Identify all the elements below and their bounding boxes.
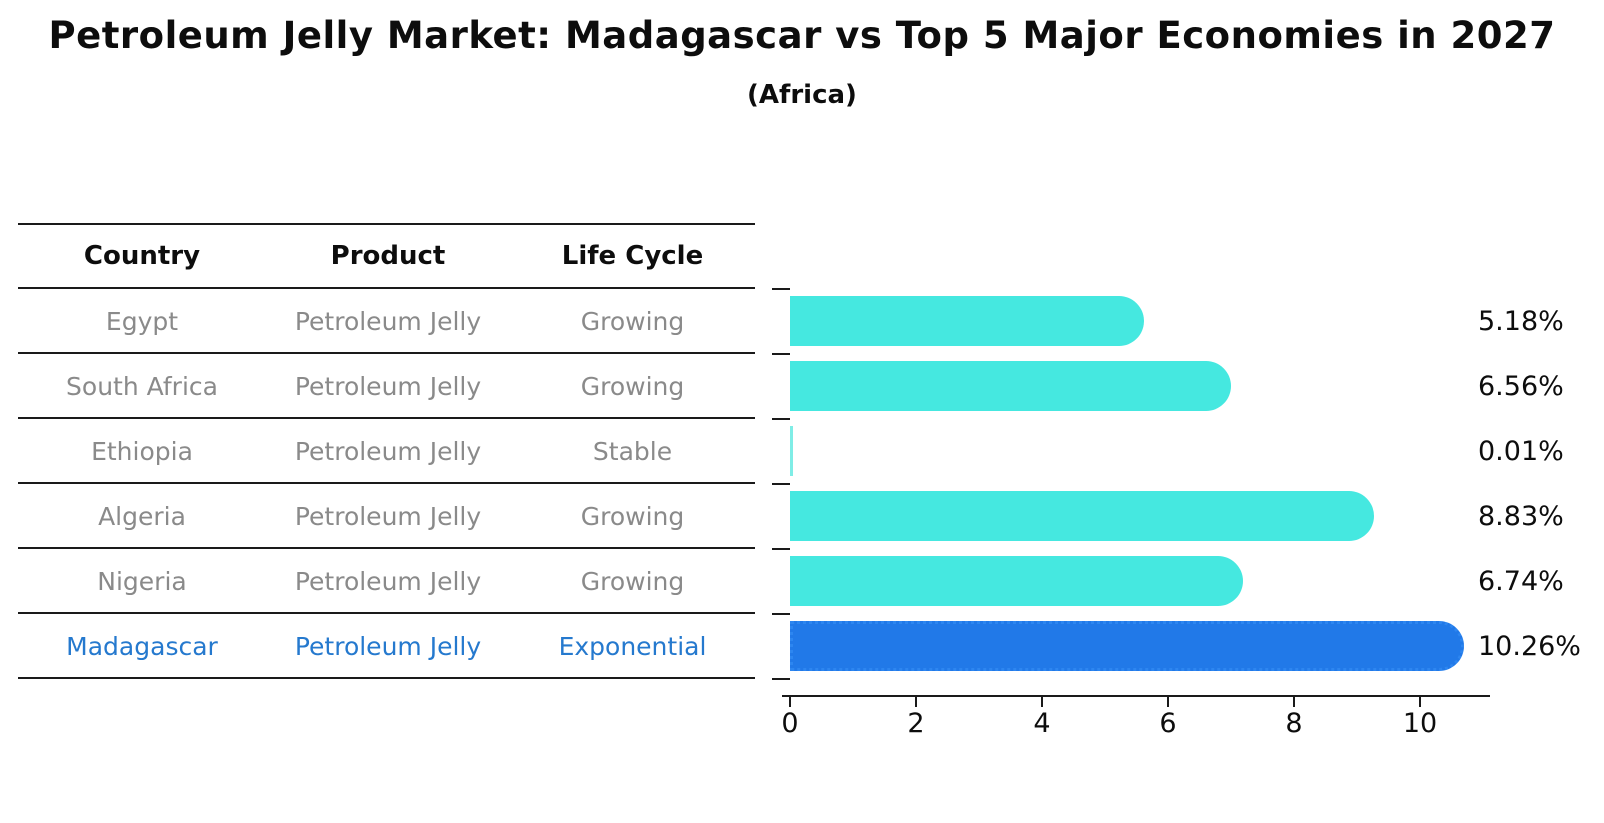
cell-country: Ethiopia: [91, 437, 193, 466]
table-rule: [18, 287, 755, 289]
cell-product: Petroleum Jelly: [294, 567, 482, 596]
bar-row-ethiopia: 0.01%: [790, 419, 1604, 484]
value-label-egypt: 5.18%: [1478, 306, 1564, 337]
y-axis-tick: [772, 678, 790, 680]
country-table: Country Product Life Cycle Egypt Petrole…: [18, 223, 755, 679]
table-rule: [18, 352, 755, 354]
x-tick-label-10: 10: [1402, 708, 1438, 739]
table-row-south-africa: South Africa Petroleum Jelly Growing: [18, 354, 755, 419]
bar-madagascar: [790, 621, 1464, 671]
x-tick-label-0: 0: [781, 708, 799, 739]
table-rule: [18, 547, 755, 549]
cell-product: Petroleum Jelly: [294, 307, 482, 336]
x-axis-tick: [1419, 697, 1421, 707]
cell-country: Madagascar: [66, 632, 218, 661]
cell-product: Petroleum Jelly: [294, 437, 482, 466]
table-row-egypt: Egypt Petroleum Jelly Growing: [18, 289, 755, 354]
cell-life-cycle: Growing: [580, 502, 685, 531]
table-rule: [18, 417, 755, 419]
bar-row-nigeria: 6.74%: [790, 549, 1604, 614]
x-axis-tick: [1041, 697, 1043, 707]
header-product: Product: [330, 241, 446, 271]
x-tick-label-4: 4: [1033, 708, 1051, 739]
bar-algeria: [790, 491, 1374, 541]
x-tick-label-2: 2: [907, 708, 925, 739]
cell-country: Egypt: [105, 307, 179, 336]
bar-row-madagascar: 10.26%: [790, 614, 1604, 679]
cell-country: Algeria: [98, 502, 186, 531]
cell-life-cycle: Exponential: [558, 632, 707, 661]
cell-product: Petroleum Jelly: [294, 502, 482, 531]
table-rule: [18, 223, 755, 225]
cell-product: Petroleum Jelly: [294, 372, 482, 401]
value-label-ethiopia: 0.01%: [1478, 436, 1564, 467]
cell-country: South Africa: [66, 372, 218, 401]
table-row-madagascar: Madagascar Petroleum Jelly Exponential: [18, 614, 755, 679]
x-axis-tick: [1167, 697, 1169, 707]
x-tick-label-6: 6: [1159, 708, 1177, 739]
y-axis-tick: [772, 353, 790, 355]
cell-country: Nigeria: [97, 567, 187, 596]
bar-ethiopia: [790, 426, 793, 476]
bar-row-south-africa: 6.56%: [790, 354, 1604, 419]
chart-title: Petroleum Jelly Market: Madagascar vs To…: [48, 14, 1556, 57]
value-label-nigeria: 6.74%: [1478, 566, 1564, 597]
y-axis-tick: [772, 418, 790, 420]
x-tick-label-8: 8: [1285, 708, 1303, 739]
value-label-algeria: 8.83%: [1478, 501, 1564, 532]
bar-chart: 5.18% 6.56% 0.01% 8.83% 6.74% 10.26%: [790, 289, 1604, 679]
table-rule: [18, 677, 755, 679]
cell-life-cycle: Growing: [580, 567, 685, 596]
bar-nigeria: [790, 556, 1243, 606]
x-axis-tick: [1293, 697, 1295, 707]
cell-life-cycle: Growing: [580, 307, 685, 336]
header-country: Country: [83, 241, 201, 271]
x-axis-line: [782, 695, 1490, 697]
header-life-cycle: Life Cycle: [561, 241, 704, 271]
bar-row-egypt: 5.18%: [790, 289, 1604, 354]
x-axis-tick: [915, 697, 917, 707]
y-axis-tick: [772, 613, 790, 615]
cell-product: Petroleum Jelly: [294, 632, 482, 661]
x-axis-tick: [789, 697, 791, 707]
value-label-south-africa: 6.56%: [1478, 371, 1564, 402]
cell-life-cycle: Stable: [592, 437, 673, 466]
table-row-nigeria: Nigeria Petroleum Jelly Growing: [18, 549, 755, 614]
y-axis-tick: [772, 288, 790, 290]
table-rule: [18, 482, 755, 484]
cell-life-cycle: Growing: [580, 372, 685, 401]
bar-row-algeria: 8.83%: [790, 484, 1604, 549]
y-axis-tick: [772, 483, 790, 485]
table-row-ethiopia: Ethiopia Petroleum Jelly Stable: [18, 419, 755, 484]
value-label-madagascar: 10.26%: [1478, 631, 1581, 662]
bar-egypt: [790, 296, 1144, 346]
chart-subtitle: (Africa): [747, 80, 857, 110]
bar-south-africa: [790, 361, 1231, 411]
table-header-row: Country Product Life Cycle: [18, 223, 755, 289]
table-rule: [18, 612, 755, 614]
y-axis-tick: [772, 548, 790, 550]
table-row-algeria: Algeria Petroleum Jelly Growing: [18, 484, 755, 549]
